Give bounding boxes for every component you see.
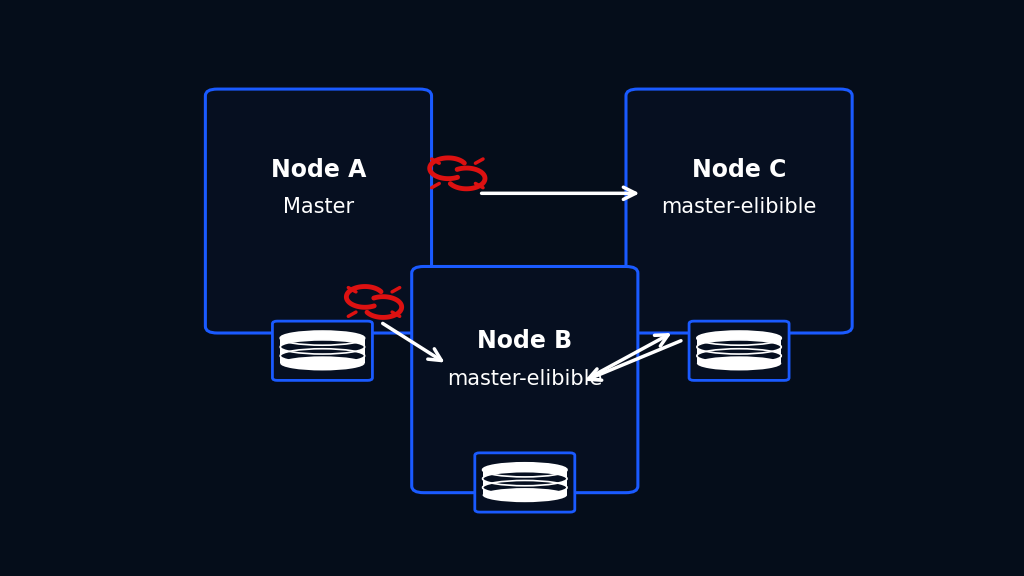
Ellipse shape bbox=[281, 340, 365, 354]
Polygon shape bbox=[697, 338, 781, 363]
Ellipse shape bbox=[697, 340, 781, 354]
Text: Node B: Node B bbox=[477, 329, 572, 353]
FancyBboxPatch shape bbox=[412, 267, 638, 492]
FancyBboxPatch shape bbox=[689, 321, 790, 380]
Ellipse shape bbox=[482, 488, 567, 502]
Text: master-elibible: master-elibible bbox=[447, 369, 602, 389]
Ellipse shape bbox=[281, 357, 365, 370]
Text: Node C: Node C bbox=[692, 157, 786, 181]
Ellipse shape bbox=[697, 357, 781, 370]
FancyBboxPatch shape bbox=[626, 89, 852, 333]
Ellipse shape bbox=[697, 348, 781, 363]
Ellipse shape bbox=[697, 331, 781, 345]
FancyBboxPatch shape bbox=[206, 89, 431, 333]
FancyBboxPatch shape bbox=[272, 321, 373, 380]
Ellipse shape bbox=[482, 472, 567, 486]
Ellipse shape bbox=[281, 348, 365, 363]
Polygon shape bbox=[281, 338, 365, 363]
Text: Master: Master bbox=[283, 197, 354, 217]
Ellipse shape bbox=[482, 463, 567, 477]
Polygon shape bbox=[482, 470, 567, 495]
Ellipse shape bbox=[281, 331, 365, 345]
Ellipse shape bbox=[482, 480, 567, 495]
Text: master-elibible: master-elibible bbox=[662, 197, 817, 217]
Text: Node A: Node A bbox=[270, 157, 367, 181]
FancyBboxPatch shape bbox=[475, 453, 574, 512]
